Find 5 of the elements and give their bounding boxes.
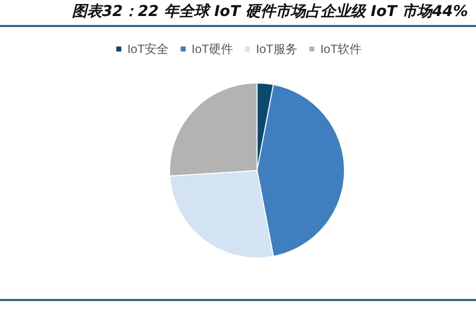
chart-title: 图表32：22 年全球 IoT 硬件市场占企业级 IoT 市场44%: [71, 2, 468, 21]
legend-label: IoT服务: [256, 42, 298, 56]
legend-label: IoT软件: [320, 42, 362, 56]
legend-label: IoT硬件: [192, 42, 234, 56]
legend-label: IoT安全: [127, 42, 169, 56]
